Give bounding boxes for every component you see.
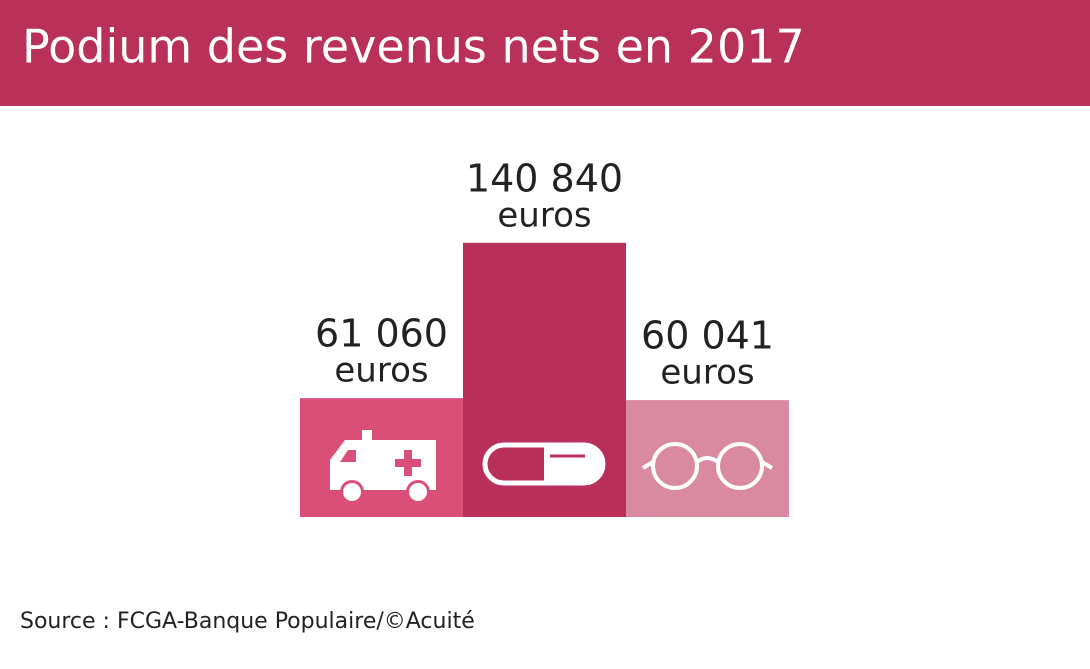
source: Source : FCGA-Banque Populaire/©Acuité <box>20 609 475 634</box>
pill-icon <box>482 442 606 486</box>
chart-title: Podium des revenus nets en 2017 <box>22 20 805 74</box>
glasses-icon <box>641 442 774 490</box>
header-band <box>0 0 1090 106</box>
value-label: 60 041 <box>641 314 774 358</box>
unit-label: euros <box>660 353 754 393</box>
unit-label: euros <box>334 351 428 391</box>
unit-label: euros <box>497 195 591 235</box>
ambulance-icon <box>330 430 436 504</box>
value-label: 61 060 <box>315 312 448 356</box>
value-label: 140 840 <box>466 156 623 200</box>
